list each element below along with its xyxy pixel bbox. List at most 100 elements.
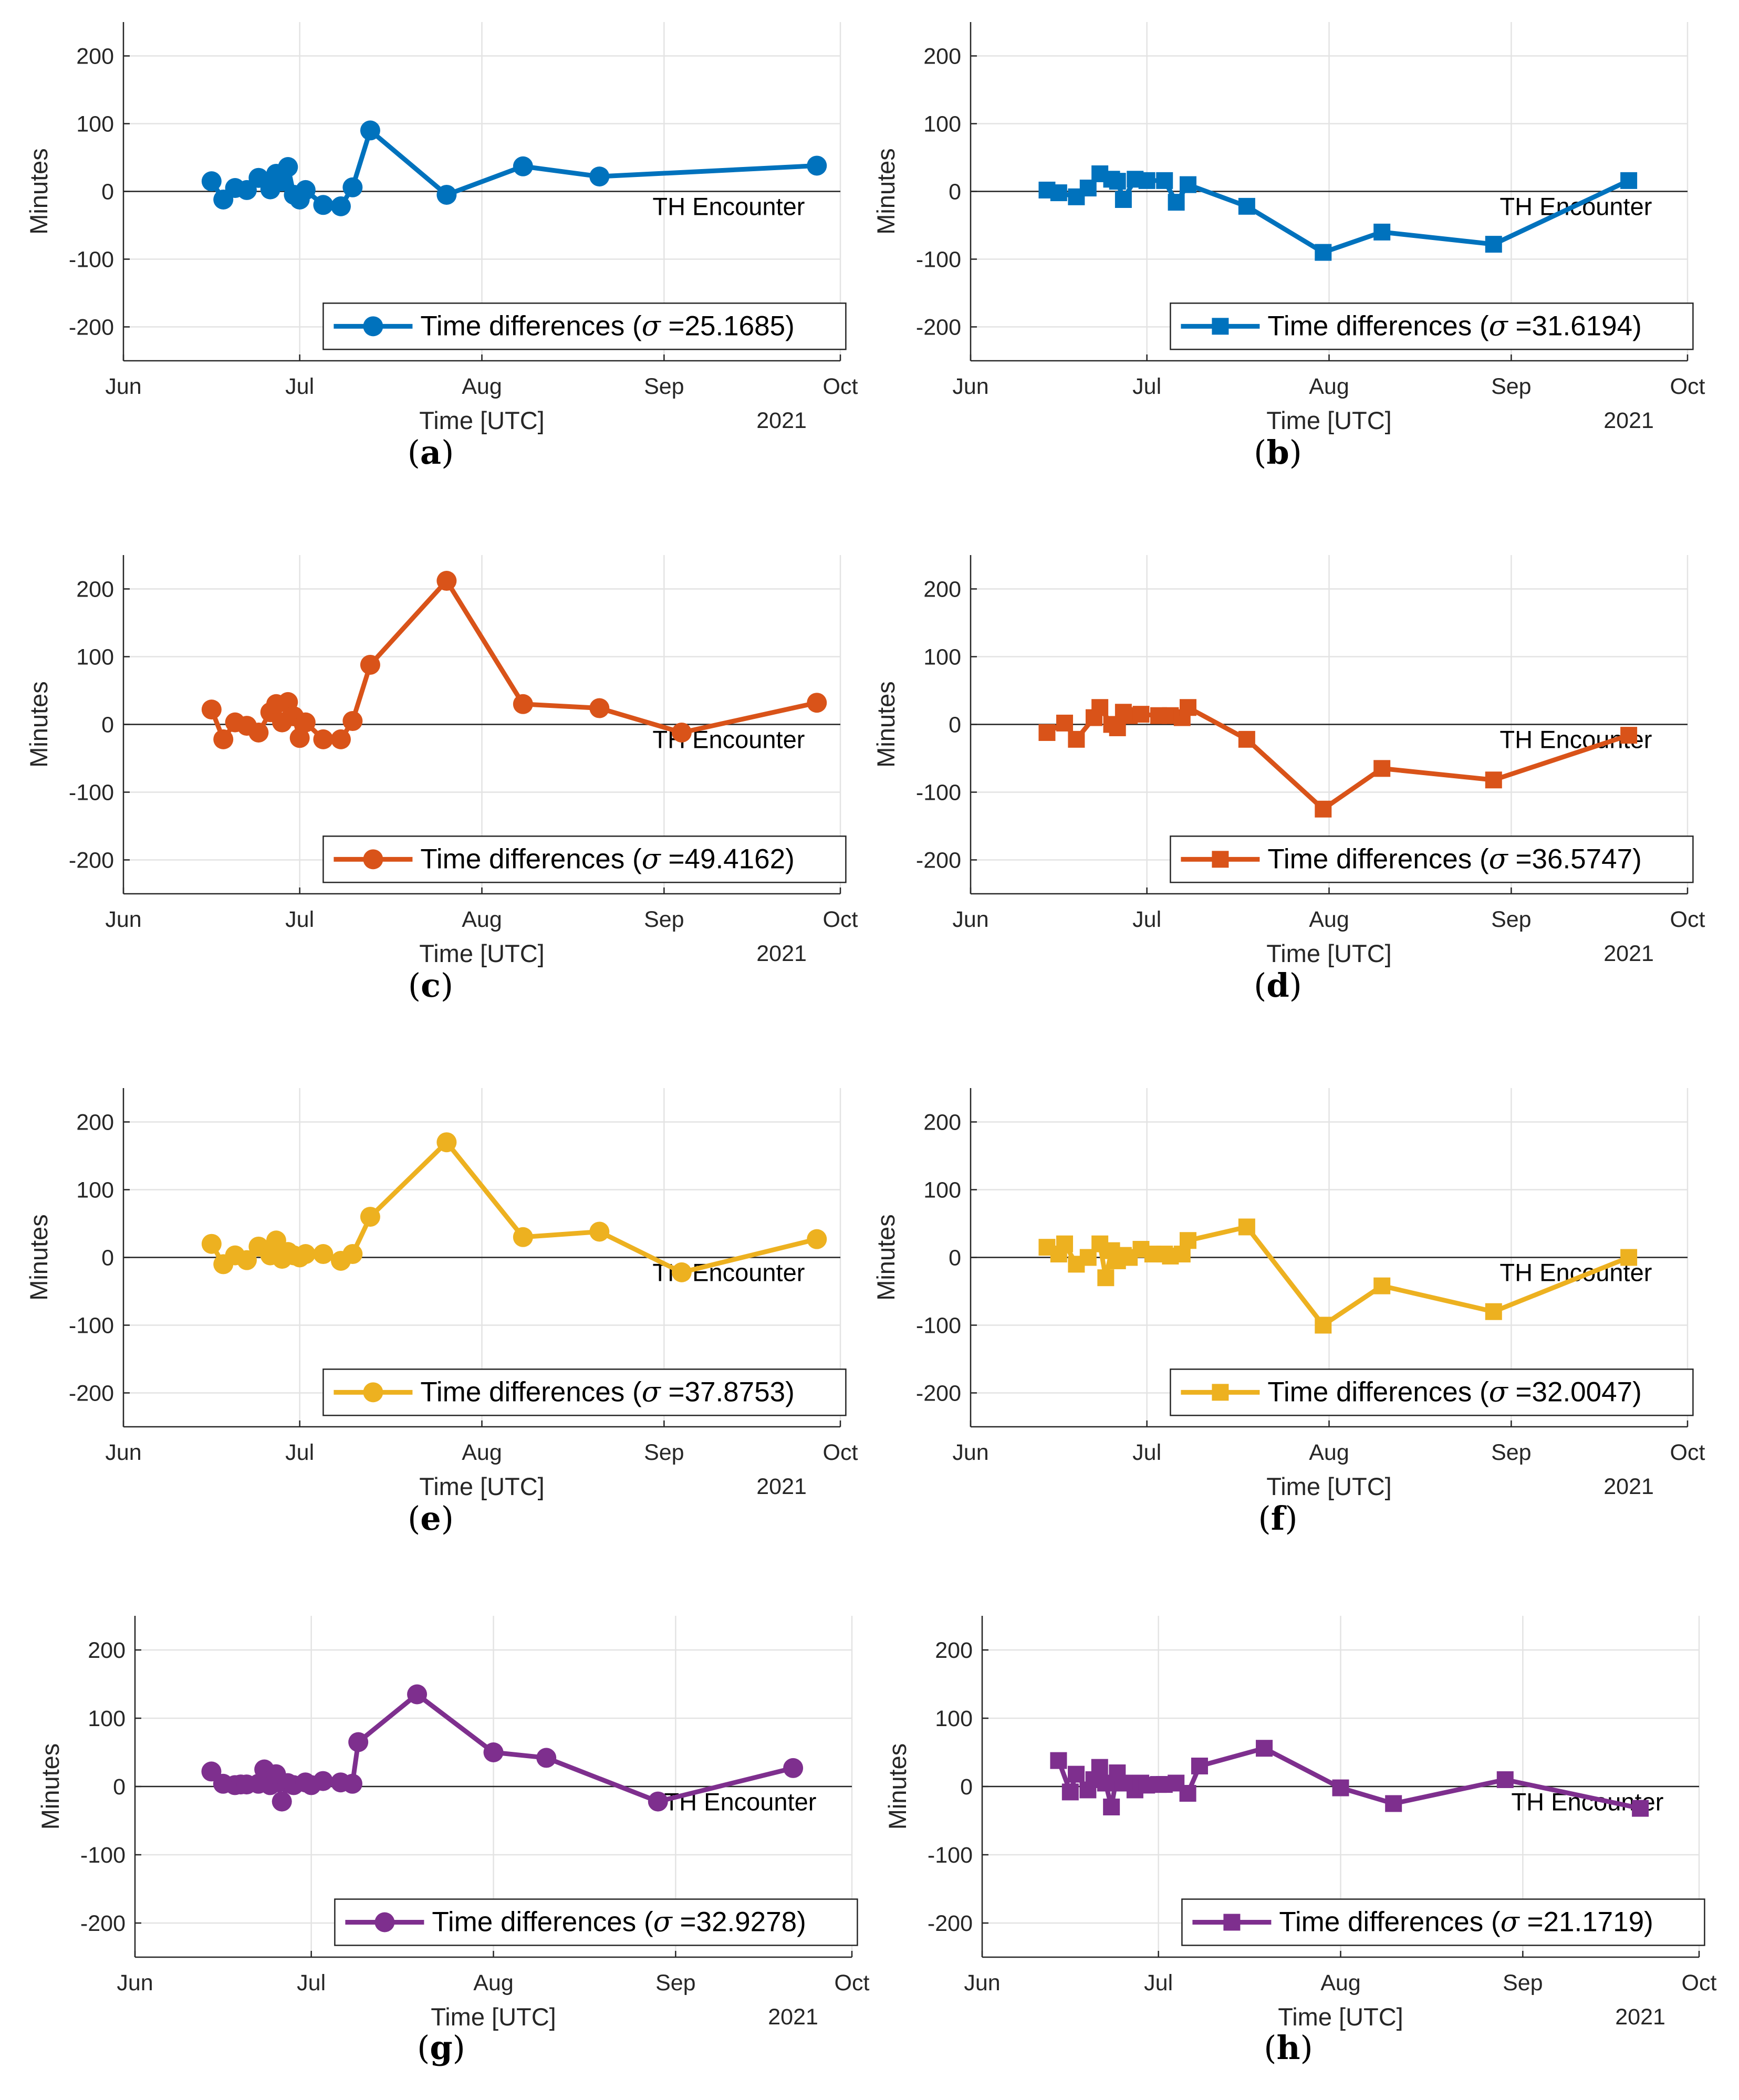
panel-h: -200 -100 0 100 200 Jun Jul Aug Sep Oct 2021 Time [… <box>883 1616 1739 2046</box>
data-point <box>313 729 334 749</box>
data-point <box>671 722 692 743</box>
caption-letter: e <box>420 1499 441 1538</box>
legend: Time differences (σ =25.1685) <box>322 302 847 350</box>
data-point <box>1238 197 1255 215</box>
data-point <box>1315 1317 1332 1334</box>
x-tick-label: Jul <box>285 374 314 399</box>
data-point <box>1138 172 1155 189</box>
data-point <box>360 120 380 141</box>
y-axis-label: Minutes <box>25 681 53 768</box>
x-tick-label: Sep <box>644 1440 684 1465</box>
legend-label: Time differences (σ =36.5747) <box>1267 843 1641 875</box>
data-point <box>436 184 457 205</box>
y-tick-label: 100 <box>88 1706 126 1731</box>
y-tick-label: -100 <box>916 1313 961 1339</box>
data-point <box>1620 172 1638 189</box>
legend-suffix: ) <box>797 1907 806 1938</box>
y-tick-label: 200 <box>88 1638 126 1663</box>
x-tick-label: Aug <box>473 1970 514 1995</box>
year-label: 2021 <box>768 2004 818 2030</box>
y-tick-label: -100 <box>928 1843 973 1868</box>
y-axis-label: Minutes <box>872 148 900 235</box>
legend-sigma-symbol: σ <box>642 843 662 875</box>
legend: Time differences (σ =31.6194) <box>1170 302 1694 350</box>
data-point <box>1068 1765 1085 1783</box>
data-point <box>1091 1759 1108 1776</box>
legend-marker <box>363 849 383 870</box>
legend-suffix: ) <box>785 843 795 874</box>
data-point <box>1132 706 1150 723</box>
legend-label: Time differences (σ =32.9278) <box>432 1906 806 1938</box>
data-point <box>330 729 351 749</box>
y-tick-label: -100 <box>916 780 961 806</box>
year-label: 2021 <box>756 1474 807 1499</box>
y-axis-label: Minutes <box>25 1214 53 1301</box>
year-label: 2021 <box>1615 2004 1665 2030</box>
x-axis-label: Time [UTC] <box>1266 939 1391 967</box>
x-tick-label: Aug <box>1309 907 1349 932</box>
legend-prefix: Time differences ( <box>1267 310 1489 341</box>
data-point <box>330 196 351 216</box>
caption-d: (d) <box>1254 966 1302 1005</box>
x-tick-label: Oct <box>1670 907 1705 932</box>
y-tick-label: 0 <box>101 180 114 205</box>
legend-eq: = <box>661 310 685 341</box>
data-point <box>295 1244 316 1265</box>
legend-sigma-symbol: σ <box>1489 1376 1509 1408</box>
data-point <box>1485 1303 1502 1320</box>
legend-sigma-symbol: σ <box>1501 1906 1521 1938</box>
x-tick-label: Aug <box>462 1440 502 1465</box>
data-point <box>1050 184 1067 202</box>
legend-eq: = <box>1508 1376 1532 1407</box>
legend-sigma-symbol: σ <box>642 1376 662 1408</box>
data-point <box>1373 760 1391 777</box>
y-tick-label: -100 <box>69 247 114 273</box>
legend: Time differences (σ =49.4162) <box>322 835 847 883</box>
data-point <box>1620 1249 1638 1266</box>
legend-sigma-value: 32.9278 <box>696 1907 797 1938</box>
y-tick-label: -100 <box>80 1843 126 1868</box>
data-point <box>1385 1795 1402 1812</box>
data-point <box>1373 1277 1391 1294</box>
caption-letter: d <box>1266 966 1289 1005</box>
year-label: 2021 <box>756 408 807 433</box>
legend-label: Time differences (σ =49.4162) <box>420 843 794 875</box>
legend: Time differences (σ =36.5747) <box>1170 835 1694 883</box>
x-tick-label: Oct <box>1670 374 1705 399</box>
data-point <box>1061 1783 1079 1801</box>
y-tick-label: 200 <box>76 44 114 69</box>
data-point <box>436 571 457 591</box>
y-tick-label: 100 <box>923 112 961 137</box>
x-tick-label: Jul <box>1132 1440 1161 1465</box>
y-axis-label: Minutes <box>883 1743 911 1830</box>
data-point <box>289 728 310 748</box>
x-tick-label: Jul <box>285 907 314 932</box>
x-tick-label: Jun <box>105 1440 141 1465</box>
y-tick-label: -100 <box>916 247 961 273</box>
y-tick-label: -200 <box>916 315 961 340</box>
y-tick-label: 0 <box>949 1246 961 1271</box>
legend-sigma-symbol: σ <box>642 310 662 342</box>
legend-marker <box>363 1382 383 1403</box>
panel-a: -200 -100 0 100 200 Jun Jul Aug Sep Oct 2021 Time [… <box>25 22 966 450</box>
x-tick-label: Jun <box>952 1440 988 1465</box>
chart-h: -200 -100 0 100 200 Jun Jul Aug Sep Oct 2021 Time [… <box>883 1616 1716 2031</box>
x-tick-label: Oct <box>823 907 858 932</box>
y-tick-label: -200 <box>80 1911 126 1936</box>
data-point <box>1038 724 1056 741</box>
x-axis-label: Time [UTC] <box>419 939 544 967</box>
legend-prefix: Time differences ( <box>432 1907 653 1938</box>
legend-eq: = <box>1508 310 1532 341</box>
legend-marker <box>1212 1384 1229 1401</box>
legend-eq: = <box>661 1376 685 1407</box>
legend-sigma-value: 49.4162 <box>685 843 786 874</box>
data-point <box>201 699 222 720</box>
data-point <box>272 1791 292 1812</box>
data-point <box>483 1742 504 1762</box>
y-tick-label: -200 <box>916 848 961 873</box>
chart-d: -200 -100 0 100 200 Jun Jul Aug Sep Oct 2021 Time [… <box>872 555 1705 967</box>
y-axis-label: Minutes <box>25 148 53 235</box>
data-point <box>1056 1235 1074 1252</box>
x-axis-label: Time [UTC] <box>419 406 544 434</box>
